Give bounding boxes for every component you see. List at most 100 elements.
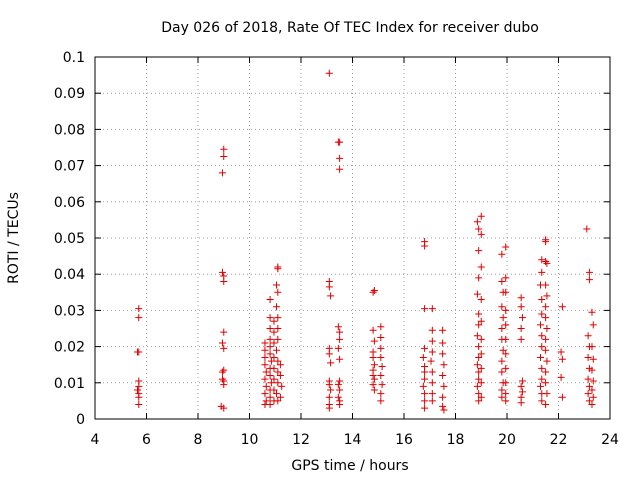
data-point [542,346,550,354]
data-point [428,368,436,376]
data-point [477,263,485,271]
data-point [273,346,281,354]
grid-lines [95,57,610,419]
data-point [370,375,378,383]
data-point [588,386,596,394]
data-point [266,393,274,401]
data-point [270,375,278,383]
data-point [542,335,550,343]
data-point [439,339,447,347]
data-point [499,346,507,354]
data-point [220,344,228,352]
data-point [473,382,481,390]
x-tick-label: 20 [498,432,516,448]
data-point [542,238,550,246]
data-point [440,361,448,369]
data-point [477,335,485,343]
data-point [220,145,228,153]
data-point [270,339,278,347]
data-point [276,361,284,369]
y-tick-label: 0.03 [54,303,85,319]
data-point [502,390,510,398]
data-point [473,332,481,340]
data-point [220,328,228,336]
data-point [558,393,566,401]
x-axis-label: GPS time / hours [291,458,408,474]
data-point [475,375,483,383]
x-tick-label: 12 [292,432,310,448]
data-point [421,242,429,250]
data-point [336,377,344,385]
data-point [499,314,507,322]
data-point [585,382,593,390]
data-point [473,361,481,369]
data-point [475,310,483,318]
data-point [274,368,282,376]
data-point [428,390,436,398]
data-point [477,350,485,358]
data-point [421,305,429,313]
x-tick-label: 6 [142,432,151,448]
data-point [377,334,385,342]
data-point [267,379,275,387]
data-point [421,404,429,412]
data-point [273,281,281,289]
data-point [475,225,483,233]
data-point [538,268,546,276]
data-point [218,268,226,276]
data-point [421,375,429,383]
data-point [377,353,385,361]
data-point [557,348,565,356]
y-tick-label: 0.02 [54,340,85,356]
data-point [369,326,377,334]
data-point [588,308,596,316]
data-point [266,350,274,358]
data-point [325,381,333,389]
data-point [336,165,344,173]
data-point [334,344,342,352]
data-point [536,321,544,329]
data-point [543,259,551,267]
x-tick-label: 24 [601,432,619,448]
data-point [266,372,274,380]
x-tick-label: 8 [194,432,203,448]
y-tick-label: 0.09 [54,86,85,102]
data-point [370,386,378,394]
data-point [543,325,551,332]
data-point [421,390,429,398]
data-point [538,296,546,304]
data-point [220,404,228,412]
data-point [327,386,335,394]
data-point [584,332,592,340]
data-point [220,381,228,389]
data-point [369,353,377,361]
data-point [274,288,282,296]
data-point [473,218,481,226]
x-tick-label: 18 [447,432,465,448]
data-point [588,343,596,351]
y-tick-label: 0.1 [63,50,85,66]
data-point [538,256,546,264]
data-point [336,335,344,343]
data-point [274,379,282,387]
data-point [428,305,436,313]
data-point [276,393,284,401]
data-point [419,382,427,390]
data-point [278,382,286,390]
data-point [517,294,525,302]
data-point [273,303,281,311]
data-point [377,390,385,398]
data-point [589,355,597,363]
data-point [220,153,228,161]
y-tick-label: 0.04 [54,267,85,283]
data-point [377,397,385,405]
x-tick-label: 14 [344,432,362,448]
y-tick-label: 0.07 [54,159,85,175]
data-point [517,325,525,332]
data-point [588,366,596,374]
y-tick-label: 0.08 [54,122,85,138]
data-point [428,397,436,405]
data-point [538,364,546,372]
data-point [502,288,510,296]
data-point [274,314,282,322]
